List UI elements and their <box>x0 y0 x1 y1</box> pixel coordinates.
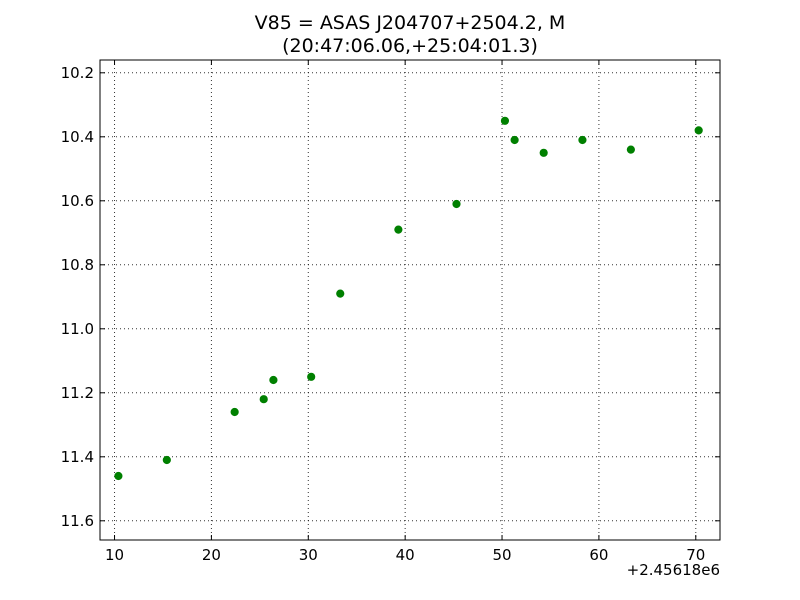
data-point <box>336 289 345 298</box>
data-point <box>230 407 239 417</box>
y-tick-label: 10.8 <box>61 256 94 274</box>
data-point <box>114 471 123 481</box>
chart-title-line-2: (20:47:06.06,+25:04:01.3) <box>282 35 538 57</box>
x-tick-label: 60 <box>589 546 608 564</box>
y-tick-label: 11.0 <box>61 320 94 338</box>
data-point <box>162 455 171 465</box>
y-tick-label: 11.4 <box>61 448 94 466</box>
y-tick-label: 10.2 <box>61 64 94 82</box>
x-tick-label: 20 <box>202 546 221 564</box>
y-tick-label: 11.6 <box>61 512 94 530</box>
data-point <box>394 225 403 234</box>
y-tick-labels: 10.2 10.4 10.6 10.8 11.0 11.2 11.4 11.6 <box>61 64 94 530</box>
chart-title-line-1: V85 = ASAS J204707+2504.2, M <box>255 12 566 34</box>
data-point <box>452 199 461 209</box>
y-tick-label: 10.4 <box>61 128 94 146</box>
y-tick-label: 11.2 <box>61 384 94 402</box>
x-tick-label: 70 <box>686 546 705 564</box>
data-point <box>578 135 587 145</box>
data-point <box>510 135 519 145</box>
data-point <box>259 395 268 404</box>
y-tick-label: 10.6 <box>61 192 94 210</box>
x-tick-label: 50 <box>492 546 511 564</box>
data-point <box>269 375 278 385</box>
axis-ticks <box>100 60 720 540</box>
x-tick-label: 30 <box>299 546 318 564</box>
grid-lines <box>100 60 720 540</box>
data-point <box>694 126 703 135</box>
x-tick-labels: 10 20 30 40 50 60 70 <box>105 546 705 564</box>
data-point <box>626 145 635 154</box>
data-point <box>500 116 510 125</box>
x-tick-label: 40 <box>396 546 415 564</box>
data-points <box>114 116 703 481</box>
data-point <box>539 148 548 157</box>
x-tick-label: 10 <box>105 546 124 564</box>
x-axis-offset-label: +2.45618e6 <box>627 561 720 579</box>
data-point <box>307 372 316 381</box>
plot-frame <box>99 59 721 541</box>
